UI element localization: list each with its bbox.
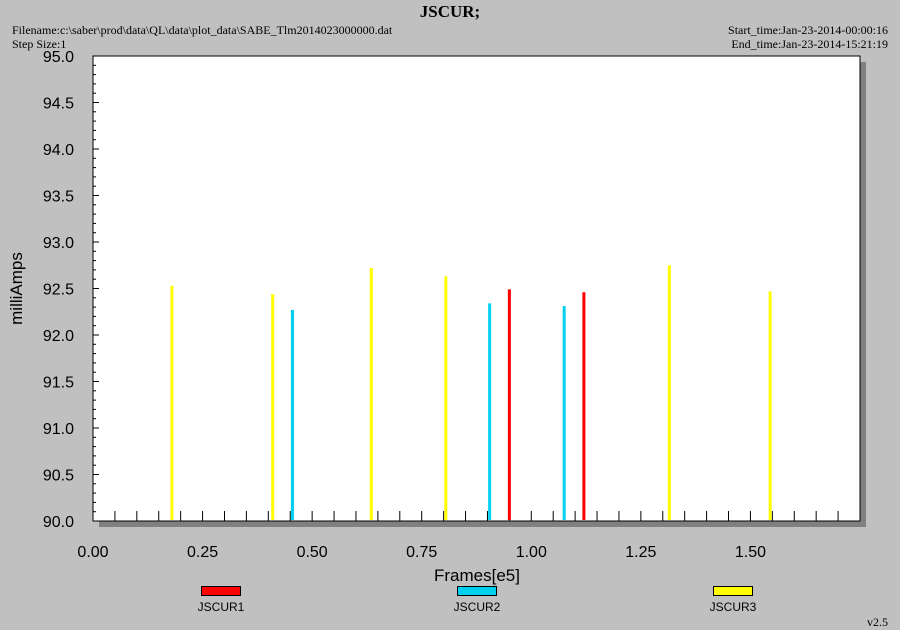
legend-swatch-jscur1 [201, 586, 241, 596]
legend-item-jscur2: JSCUR2 [432, 586, 522, 614]
legend-swatch-jscur3 [713, 586, 753, 596]
y-tick-label: 95.0 [43, 49, 74, 66]
y-tick-label: 90.5 [43, 468, 74, 485]
y-tick-label: 91.5 [43, 375, 74, 392]
y-tick-label: 93.0 [43, 235, 74, 252]
y-tick-label: 92.5 [43, 282, 74, 299]
x-tick-label: 0.50 [297, 544, 328, 561]
x-tick-label: 0.00 [77, 544, 108, 561]
step-size-label: Step Size:1 [12, 37, 67, 51]
end-time-label: End_time:Jan-23-2014-15:21:19 [731, 37, 888, 51]
y-tick-label: 94.5 [43, 96, 74, 113]
legend-item-jscur3: JSCUR3 [688, 586, 778, 614]
y-axis-label: milliAmps [7, 252, 26, 325]
x-tick-label: 1.25 [625, 544, 656, 561]
y-tick-label: 90.0 [43, 514, 74, 531]
legend-item-jscur1: JSCUR1 [176, 586, 266, 614]
x-tick-label: 0.25 [187, 544, 218, 561]
x-tick-label: 0.75 [406, 544, 437, 561]
filename-label: Filename:c:\saber\prod\data\QL\data\plot… [12, 23, 393, 37]
chart-title: JSCUR; [419, 2, 481, 21]
y-tick-label: 94.0 [43, 142, 74, 159]
plot-area [92, 55, 861, 522]
start-time-label: Start_time:Jan-23-2014-00:00:16 [728, 23, 888, 37]
y-tick-label: 93.5 [43, 189, 74, 206]
legend-label-jscur2: JSCUR2 [453, 600, 501, 614]
y-tick-label: 92.0 [43, 328, 74, 345]
legend-swatch-jscur2 [457, 586, 497, 596]
legend-label-jscur3: JSCUR3 [709, 600, 757, 614]
x-tick-label: 1.00 [516, 544, 547, 561]
x-tick-label: 1.50 [735, 544, 766, 561]
y-tick-label: 91.0 [43, 421, 74, 438]
version-label: v2.5 [867, 615, 888, 629]
legend-label-jscur1: JSCUR1 [197, 600, 245, 614]
x-axis-label: Frames[e5] [434, 566, 520, 585]
